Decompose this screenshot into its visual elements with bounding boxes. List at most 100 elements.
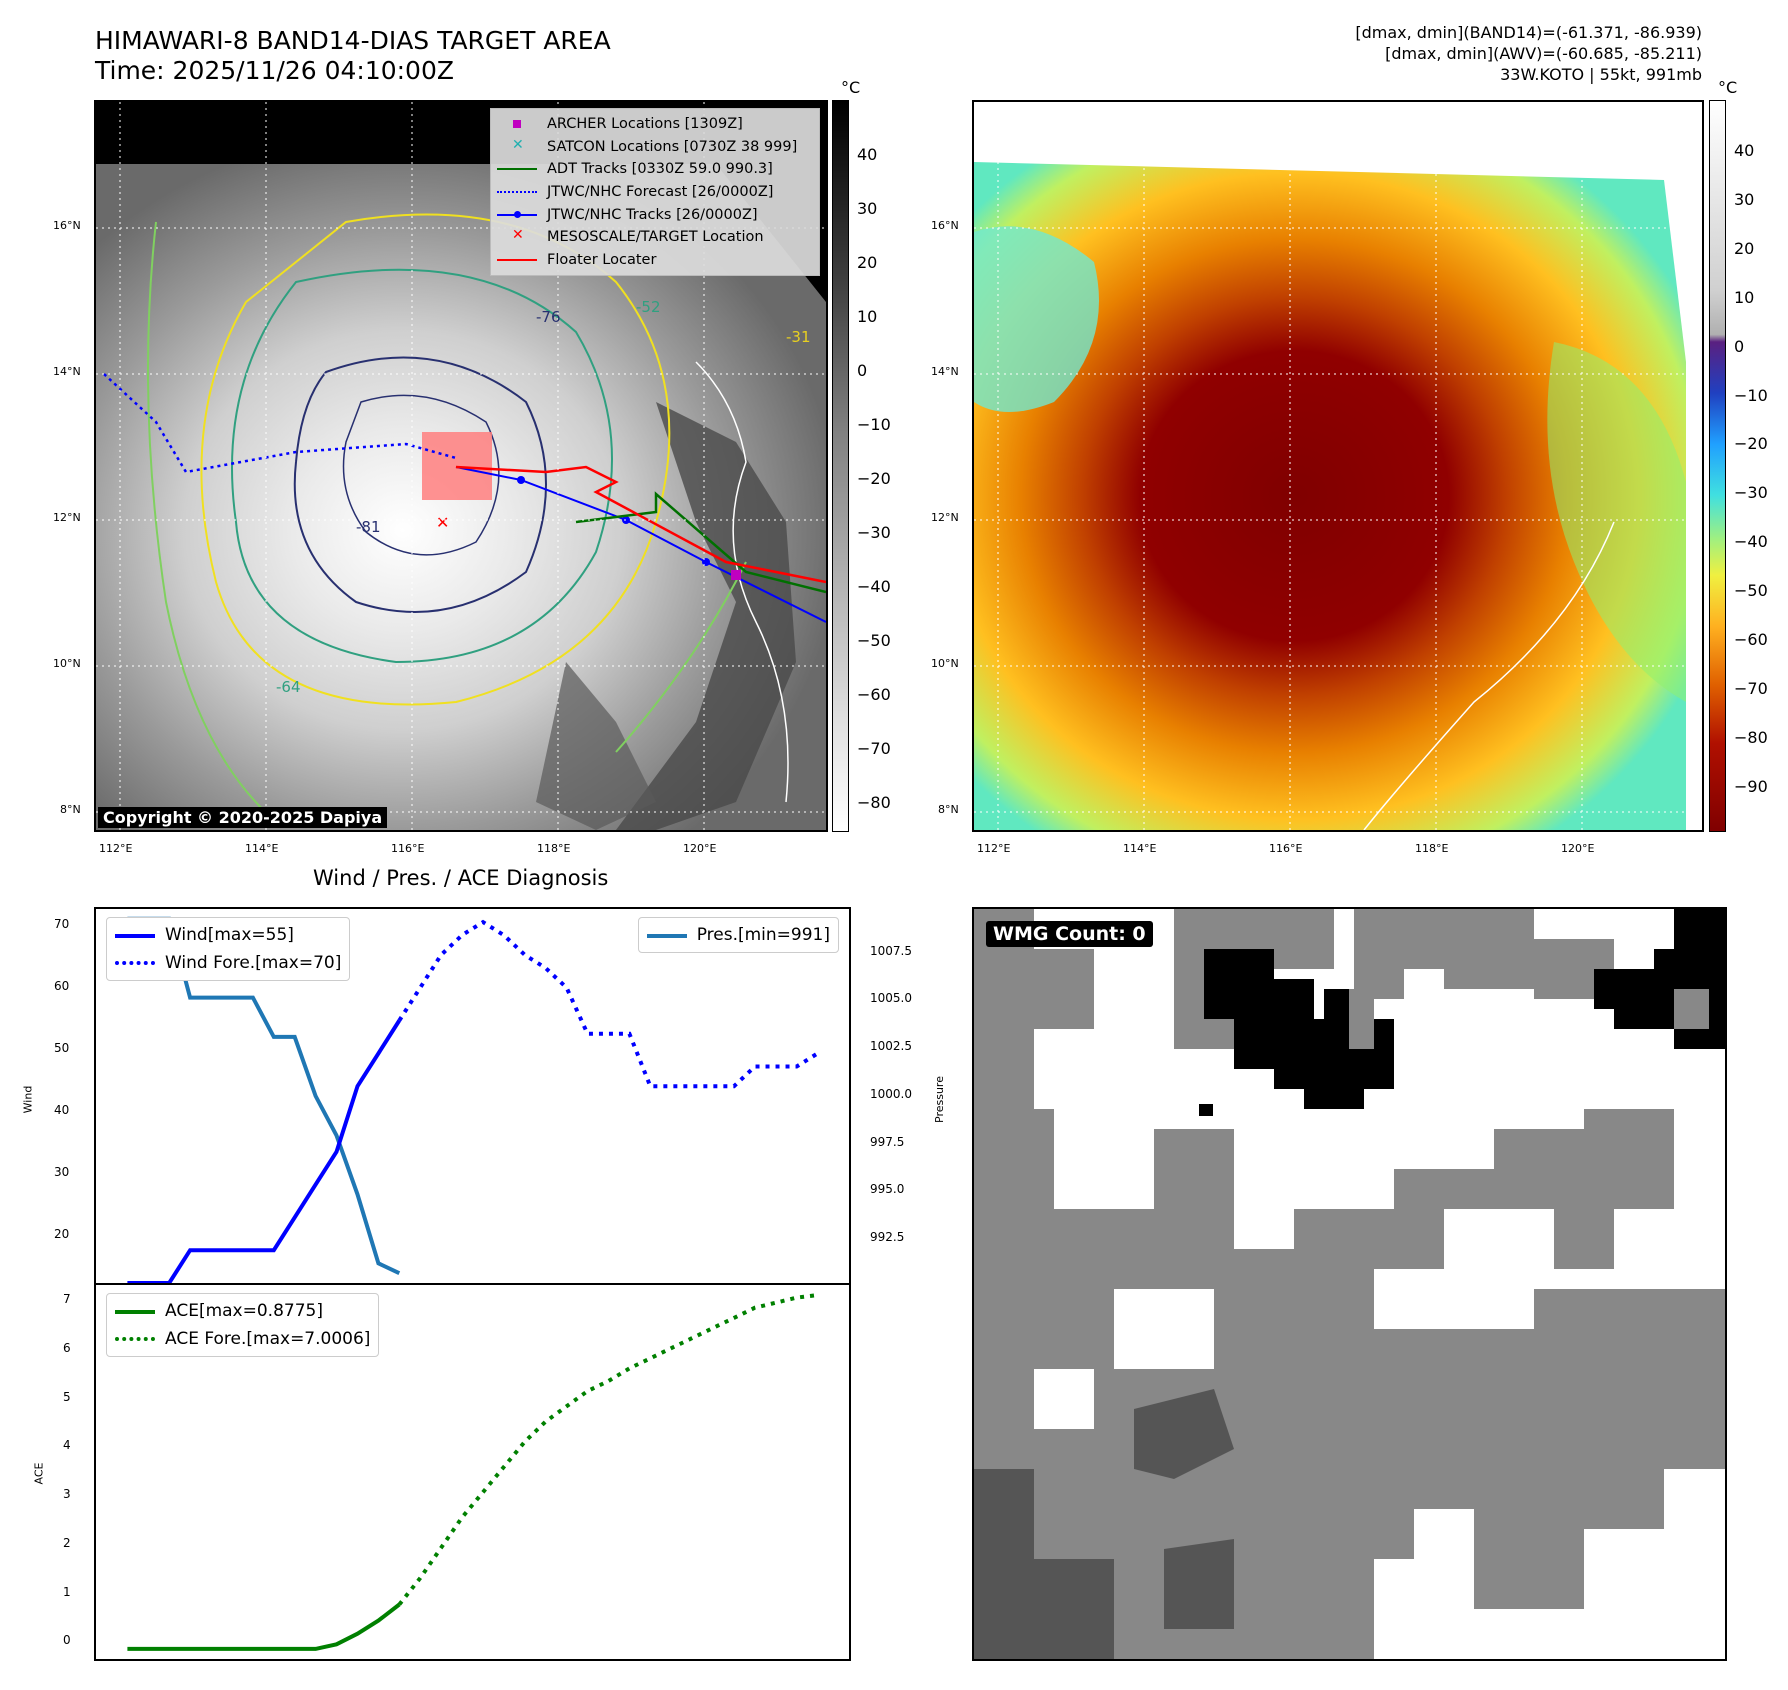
colorbar-tick: −50 bbox=[857, 631, 891, 650]
lat-label: 10°N bbox=[53, 657, 81, 670]
y-tick: 6 bbox=[63, 1341, 71, 1355]
y-tick: 40 bbox=[54, 1103, 70, 1117]
x-marker-icon: ✕ bbox=[512, 227, 524, 244]
awv-map-panel bbox=[972, 100, 1704, 832]
legend-item-archer: ARCHER Locations [1309Z] bbox=[497, 113, 813, 136]
colorbar-tick: 40 bbox=[1734, 141, 1755, 160]
lon-label: 116°E bbox=[1269, 842, 1303, 855]
line-icon bbox=[497, 161, 537, 177]
map-legend: ARCHER Locations [1309Z] ✕ SATCON Locati… bbox=[490, 108, 820, 277]
lat-label: 10°N bbox=[931, 657, 959, 670]
line-icon bbox=[497, 252, 537, 268]
y-tick: 2 bbox=[63, 1536, 71, 1550]
y2-tick: 1005.0 bbox=[870, 991, 912, 1005]
colorbar-tick: 0 bbox=[857, 361, 868, 380]
colorbar-tick: −20 bbox=[857, 469, 891, 488]
y2-tick: 1007.5 bbox=[870, 944, 912, 958]
pressure-legend: Pres.[min=991] bbox=[637, 917, 839, 953]
target-marker: ✕ bbox=[436, 513, 449, 532]
colorbar-tick: −10 bbox=[857, 415, 891, 434]
legend-item-jtwc-forecast: JTWC/NHC Forecast [26/0000Z] bbox=[497, 181, 813, 204]
lat-label: 14°N bbox=[53, 365, 81, 378]
y2-tick: 1000.0 bbox=[870, 1087, 912, 1101]
ace-forecast-line bbox=[397, 1293, 818, 1606]
contour-label: -52 bbox=[636, 298, 661, 316]
y2-tick: 1002.5 bbox=[870, 1039, 912, 1053]
contour-label: -64 bbox=[276, 678, 301, 696]
square-marker-icon bbox=[497, 116, 537, 132]
y-tick: 3 bbox=[63, 1487, 71, 1501]
lon-label: 116°E bbox=[391, 842, 425, 855]
dotted-line-icon bbox=[115, 1331, 155, 1347]
y-tick: 70 bbox=[54, 917, 70, 931]
y2-tick: 992.5 bbox=[870, 1230, 905, 1244]
info-line-1: [dmax, dmin](BAND14)=(-61.371, -86.939) bbox=[1355, 23, 1702, 42]
x-marker-icon: ✕ bbox=[512, 136, 524, 153]
colorbar-tick: −50 bbox=[1734, 581, 1768, 600]
legend-item-adt: ADT Tracks [0330Z 59.0 990.3] bbox=[497, 158, 813, 181]
title-line-1: HIMAWARI-8 BAND14-DIAS TARGET AREA bbox=[95, 26, 611, 55]
track-point bbox=[517, 476, 525, 484]
wmg-panel: WMG Count: 0 bbox=[972, 907, 1727, 1661]
lon-label: 118°E bbox=[537, 842, 571, 855]
y-tick: 20 bbox=[54, 1227, 70, 1241]
y-tick: 5 bbox=[63, 1390, 71, 1404]
figure-title: HIMAWARI-8 BAND14-DIAS TARGET AREA Time:… bbox=[95, 26, 611, 86]
figure-info: [dmax, dmin](BAND14)=(-61.371, -86.939) … bbox=[1355, 22, 1702, 85]
lat-label: 12°N bbox=[53, 511, 81, 524]
line-icon bbox=[115, 1303, 155, 1319]
ir-map-panel: ✕ -31 -52 -64 -76 -81 ARCHER Locations [… bbox=[94, 100, 828, 832]
y-tick: 4 bbox=[63, 1438, 71, 1452]
lon-label: 112°E bbox=[99, 842, 133, 855]
colorbar-tick: −60 bbox=[1734, 630, 1768, 649]
wind-line bbox=[127, 1019, 401, 1283]
wind-chart-panel: Wind[max=55] Wind Fore.[max=70] Pres.[mi… bbox=[94, 907, 851, 1285]
y-tick: 50 bbox=[54, 1041, 70, 1055]
legend-item-ace: ACE[max=0.8775] bbox=[115, 1297, 370, 1325]
colorbar-tick: −80 bbox=[1734, 728, 1768, 747]
wmg-image bbox=[974, 909, 1725, 1659]
legend-item-floater: Floater Locater bbox=[497, 249, 813, 272]
dotted-line-icon bbox=[497, 184, 537, 200]
lat-label: 12°N bbox=[931, 511, 959, 524]
colorbar-tick: −70 bbox=[1734, 679, 1768, 698]
lat-label: 16°N bbox=[53, 219, 81, 232]
info-line-2: [dmax, dmin](AWV)=(-60.685, -85.211) bbox=[1385, 44, 1702, 63]
legend-item-jtwc-tracks: JTWC/NHC Tracks [26/0000Z] bbox=[497, 203, 813, 226]
lon-label: 118°E bbox=[1415, 842, 1449, 855]
lat-label: 8°N bbox=[938, 803, 959, 816]
y2-tick: 997.5 bbox=[870, 1135, 905, 1149]
colorbar-tick: 20 bbox=[857, 253, 878, 272]
ir-colorbar bbox=[832, 100, 849, 832]
legend-item-ace-forecast: ACE Fore.[max=7.0006] bbox=[115, 1325, 370, 1353]
colorbar-tick: 40 bbox=[857, 145, 878, 164]
awv-colorbar-unit: °C bbox=[1718, 78, 1738, 97]
y-tick: 30 bbox=[54, 1165, 70, 1179]
ace-legend: ACE[max=0.8775] ACE Fore.[max=7.0006] bbox=[106, 1293, 380, 1357]
contour-label: -76 bbox=[536, 308, 561, 326]
y-tick: 1 bbox=[63, 1585, 71, 1599]
ace-chart bbox=[127, 1293, 818, 1651]
colorbar-tick: −40 bbox=[1734, 532, 1768, 551]
track-point bbox=[702, 558, 710, 566]
wind-axis-label: Wind bbox=[21, 1085, 35, 1114]
legend-item-pressure: Pres.[min=991] bbox=[646, 921, 830, 949]
y-tick: 7 bbox=[63, 1292, 71, 1306]
ace-line bbox=[127, 1602, 401, 1651]
colorbar-tick: 30 bbox=[1734, 190, 1755, 209]
colorbar-tick: −20 bbox=[1734, 434, 1768, 453]
awv-map-image bbox=[974, 102, 1702, 830]
ace-chart-panel: ACE[max=0.8775] ACE Fore.[max=7.0006] bbox=[94, 1283, 851, 1661]
y2-tick: 995.0 bbox=[870, 1182, 905, 1196]
colorbar-tick: −30 bbox=[857, 523, 891, 542]
colorbar-tick: −60 bbox=[857, 685, 891, 704]
colorbar-tick: −80 bbox=[857, 793, 891, 812]
legend-item-wind: Wind[max=55] bbox=[115, 921, 341, 949]
lat-label: 16°N bbox=[931, 219, 959, 232]
line-icon bbox=[115, 927, 155, 943]
copyright-label: Copyright © 2020-2025 Dapiya bbox=[98, 807, 388, 828]
ir-colorbar-unit: °C bbox=[841, 78, 861, 97]
pressure-axis-label: Pressure bbox=[932, 1076, 946, 1123]
legend-item-satcon: ✕ SATCON Locations [0730Z 38 999] bbox=[497, 136, 813, 159]
colorbar-tick: −90 bbox=[1734, 777, 1768, 796]
